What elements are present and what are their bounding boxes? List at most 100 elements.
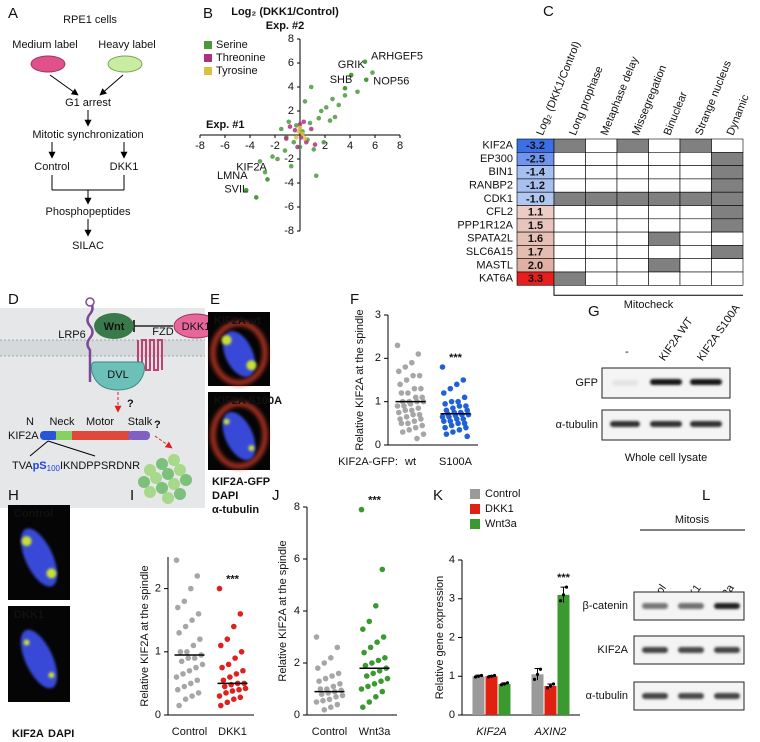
- legend-swatch: [470, 519, 480, 529]
- kif2a-signal: [48, 672, 55, 679]
- legend-swatch: [204, 54, 212, 62]
- label: ?: [127, 398, 134, 410]
- point: [370, 70, 375, 75]
- kif2a-signal: [221, 335, 232, 346]
- y-tick-label: 0: [375, 439, 381, 451]
- hit-cell: [585, 245, 618, 259]
- point: [375, 657, 382, 664]
- point: [363, 77, 369, 83]
- bar: [472, 676, 485, 715]
- point: [225, 661, 232, 668]
- point: [394, 342, 401, 349]
- point: [402, 364, 409, 370]
- lane-label: -: [625, 346, 629, 358]
- point: [561, 593, 566, 597]
- point: [355, 89, 360, 95]
- image-label: DKK1: [14, 609, 44, 621]
- point: [499, 683, 504, 687]
- x-tick-label: -4: [245, 140, 255, 152]
- lane-label: KIF2A S100A: [695, 302, 743, 364]
- point: [401, 403, 407, 409]
- point: [322, 675, 329, 682]
- point: [334, 644, 341, 651]
- point: [191, 655, 198, 661]
- point: [311, 147, 317, 152]
- hit-cell: [679, 165, 712, 180]
- point: [303, 139, 309, 145]
- point: [342, 93, 348, 98]
- point: [448, 422, 455, 429]
- domain-label: N: [26, 416, 34, 428]
- domain-label: Motor: [86, 416, 114, 428]
- band: [642, 647, 668, 653]
- point: [219, 664, 225, 671]
- point: [447, 418, 454, 424]
- legend-label: Threonine: [216, 52, 266, 64]
- y-tick-label: 8: [288, 33, 294, 45]
- kif2a-signal: [23, 639, 30, 646]
- point: [505, 681, 510, 685]
- point: [293, 123, 299, 128]
- kif2a-signal: [223, 418, 230, 425]
- value-label: -3.2: [526, 140, 545, 152]
- y-tick-label: -6: [284, 201, 294, 213]
- point: [292, 127, 298, 133]
- point: [218, 702, 224, 709]
- point: [176, 702, 182, 709]
- point: [365, 683, 371, 690]
- panel-label: H: [8, 487, 19, 504]
- point: [316, 678, 322, 684]
- kif2a-signal: [46, 568, 57, 579]
- point: [229, 688, 236, 694]
- kif2a-signal: [246, 360, 257, 371]
- point: [378, 678, 384, 684]
- gene-name: PPP1R12A: [457, 219, 513, 231]
- value-label: 2.0: [528, 260, 543, 272]
- point: [328, 655, 334, 661]
- point: [370, 670, 377, 677]
- y-tick-label: 0: [294, 709, 300, 721]
- point: [461, 394, 468, 401]
- point: [173, 674, 180, 680]
- point: [464, 407, 471, 414]
- point: [297, 121, 303, 127]
- point: [327, 118, 333, 123]
- point: [460, 377, 467, 383]
- point: [358, 506, 365, 513]
- x-tick-label: Control: [312, 726, 347, 738]
- band: [714, 647, 740, 653]
- label: G1 arrest: [65, 97, 111, 109]
- x-tick-label: 8: [397, 140, 403, 152]
- point: [450, 429, 456, 435]
- hit-cell: [679, 205, 712, 220]
- hit-cell: [616, 191, 649, 206]
- significance: ***: [449, 352, 463, 364]
- point: [195, 611, 202, 617]
- point: [262, 169, 268, 175]
- point: [396, 368, 402, 375]
- significance: ***: [226, 574, 240, 586]
- label: SILAC: [72, 240, 104, 252]
- band: [690, 379, 722, 385]
- point: [233, 671, 240, 677]
- y-tick-label: 2: [155, 583, 161, 595]
- annotation: SHB: [330, 74, 353, 86]
- point: [175, 686, 181, 693]
- point: [221, 683, 228, 690]
- gene-name: EP300: [480, 153, 513, 165]
- hit-cell: [711, 231, 744, 246]
- point: [308, 126, 314, 132]
- hit-cell: [585, 258, 618, 273]
- sequence: TVApS100IKNDPPSRDNR: [12, 460, 140, 473]
- point: [184, 649, 190, 655]
- point: [296, 129, 302, 134]
- hit-cell: [616, 178, 649, 193]
- panel-label: L: [702, 487, 710, 504]
- hit-cell: [553, 152, 586, 166]
- point: [293, 135, 299, 140]
- point: [463, 424, 469, 431]
- point: [257, 159, 263, 164]
- band: [678, 647, 704, 653]
- point: [231, 696, 237, 702]
